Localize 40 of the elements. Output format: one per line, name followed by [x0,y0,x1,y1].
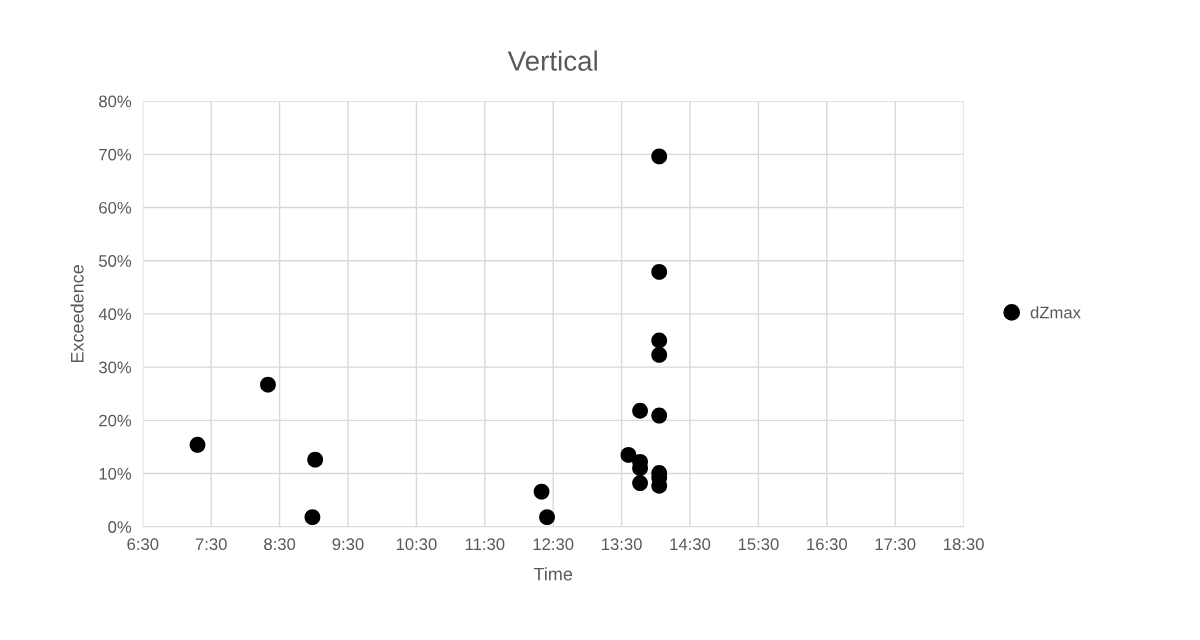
x-axis-title: Time [533,567,573,581]
point [651,346,668,363]
legend-label: dZmax [1030,306,1081,319]
y-tick-label: 20% [99,414,132,427]
x-tick-label: 16:30 [807,538,847,551]
y-tick-label: 30% [98,361,132,374]
y-tick-label: 80% [99,95,132,108]
x-tick-label: 14:30 [670,538,711,551]
chart-title: Vertical [507,50,597,71]
point [533,483,550,500]
y-tick-label: 50% [99,255,132,267]
x-tick-label: 13:30 [602,538,642,551]
point [651,263,668,280]
point [304,509,321,526]
point [260,376,276,393]
point [651,332,668,349]
y-tick-label: 70% [99,148,132,161]
x-tick-label: 8:30 [264,538,296,551]
x-tick-label: 15:30 [738,538,779,551]
x-tick-label: 11:30 [465,538,505,551]
y-tick-label: 40% [98,308,132,321]
point [651,407,668,424]
x-tick-label: 10:30 [396,538,437,551]
point [189,436,206,453]
y-tick-label: 0% [108,521,132,533]
y-tick-label: 10% [99,467,132,480]
x-tick-label: 18:30 [944,538,984,551]
point [307,451,324,468]
y-axis-title: Exceedence [70,265,84,363]
x-tick-label: 9:30 [332,538,364,551]
point [632,402,648,419]
point [651,148,668,165]
x-tick-label: 17:30 [875,538,916,551]
y-tick-label: 60% [99,201,132,214]
point [539,509,555,526]
x-tick-label: 6:30 [127,538,159,551]
point [620,446,637,463]
point [632,475,648,492]
x-tick-label: 7:30 [195,538,227,551]
x-tick-label: 12:30 [533,538,574,551]
